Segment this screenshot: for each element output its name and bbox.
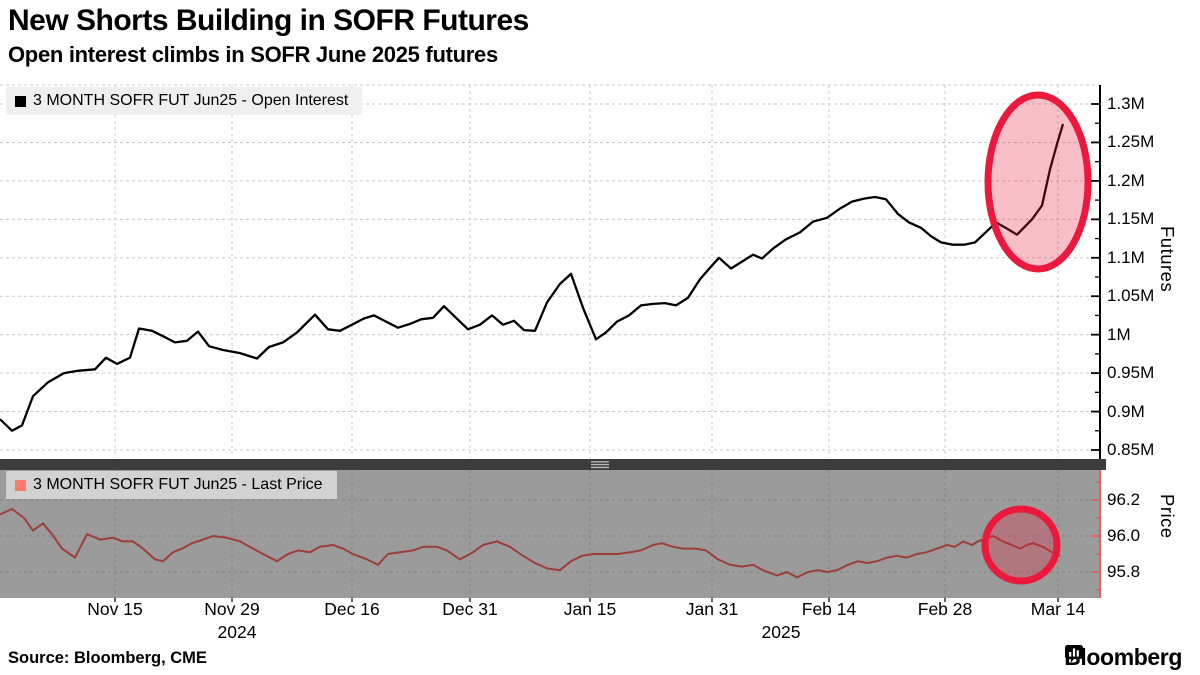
date-axis-ticks xyxy=(114,598,1059,602)
panel-separator xyxy=(0,459,1106,470)
price-axis xyxy=(1091,470,1101,598)
bloomberg-logo-text: Bloomberg xyxy=(1064,644,1182,670)
open-interest-line xyxy=(0,123,1065,432)
chart-subtitle: Open interest climbs in SOFR June 2025 f… xyxy=(8,42,498,67)
highlight-circle xyxy=(981,505,1061,585)
legend-open-interest-label: 3 MONTH SOFR FUT Jun25 - Open Interest xyxy=(33,92,349,109)
bloomberg-logo: Bloomberg xyxy=(1064,644,1182,671)
legend-last-price: 3 MONTH SOFR FUT Jun25 - Last Price xyxy=(6,471,337,499)
y-axis-title-price: Price xyxy=(1157,494,1178,539)
last-price-line xyxy=(0,508,1061,579)
open-interest-swatch-icon xyxy=(15,95,26,107)
highlight-ellipse xyxy=(984,91,1092,273)
separator-drag-handle-icon[interactable] xyxy=(591,461,609,469)
source-note: Source: Bloomberg, CME xyxy=(8,649,207,667)
futures-axis xyxy=(1091,85,1101,459)
chart-title: New Shorts Building in SOFR Futures xyxy=(8,4,529,37)
legend-last-price-label: 3 MONTH SOFR FUT Jun25 - Last Price xyxy=(33,476,323,493)
top-panel-grid xyxy=(0,84,1100,458)
last-price-swatch-icon xyxy=(15,479,26,491)
bloomberg-chart-bubble-icon xyxy=(1065,645,1084,663)
y-axis-title-futures: Futures xyxy=(1157,226,1178,293)
legend-open-interest: 3 MONTH SOFR FUT Jun25 - Open Interest xyxy=(6,87,363,115)
